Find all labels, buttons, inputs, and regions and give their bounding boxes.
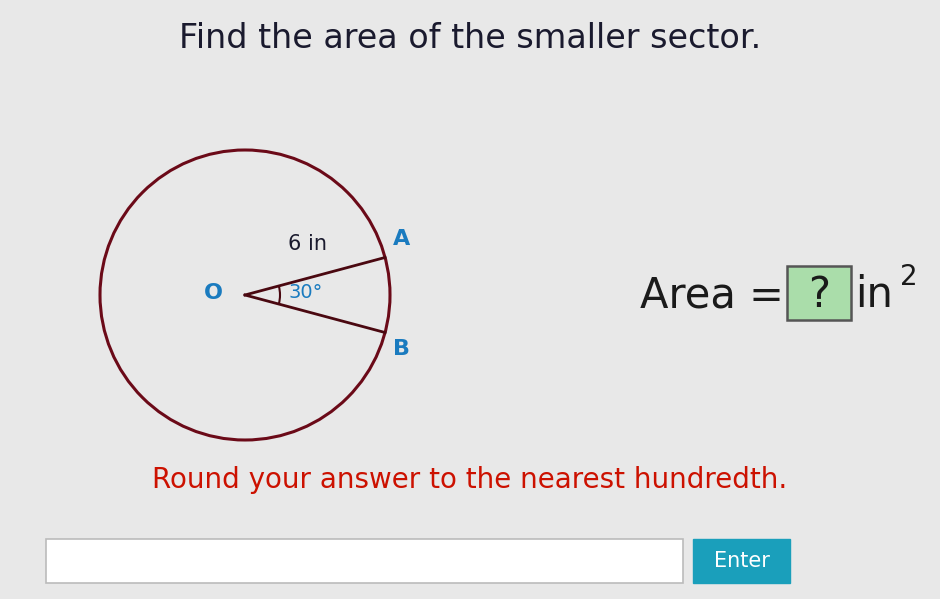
Text: B: B (393, 338, 410, 359)
Text: A: A (393, 229, 410, 249)
Text: in: in (855, 274, 893, 316)
FancyBboxPatch shape (46, 539, 683, 583)
Text: O: O (204, 283, 223, 303)
Text: Enter: Enter (713, 551, 770, 571)
Text: 2: 2 (900, 263, 917, 291)
FancyBboxPatch shape (787, 266, 851, 320)
Text: Round your answer to the nearest hundredth.: Round your answer to the nearest hundred… (152, 466, 788, 494)
FancyBboxPatch shape (693, 539, 790, 583)
Text: Find the area of the smaller sector.: Find the area of the smaller sector. (179, 22, 761, 55)
Text: ?: ? (808, 274, 830, 316)
Text: Area =: Area = (640, 274, 797, 316)
Text: 6 in: 6 in (288, 234, 326, 254)
Text: 30°: 30° (288, 283, 322, 302)
